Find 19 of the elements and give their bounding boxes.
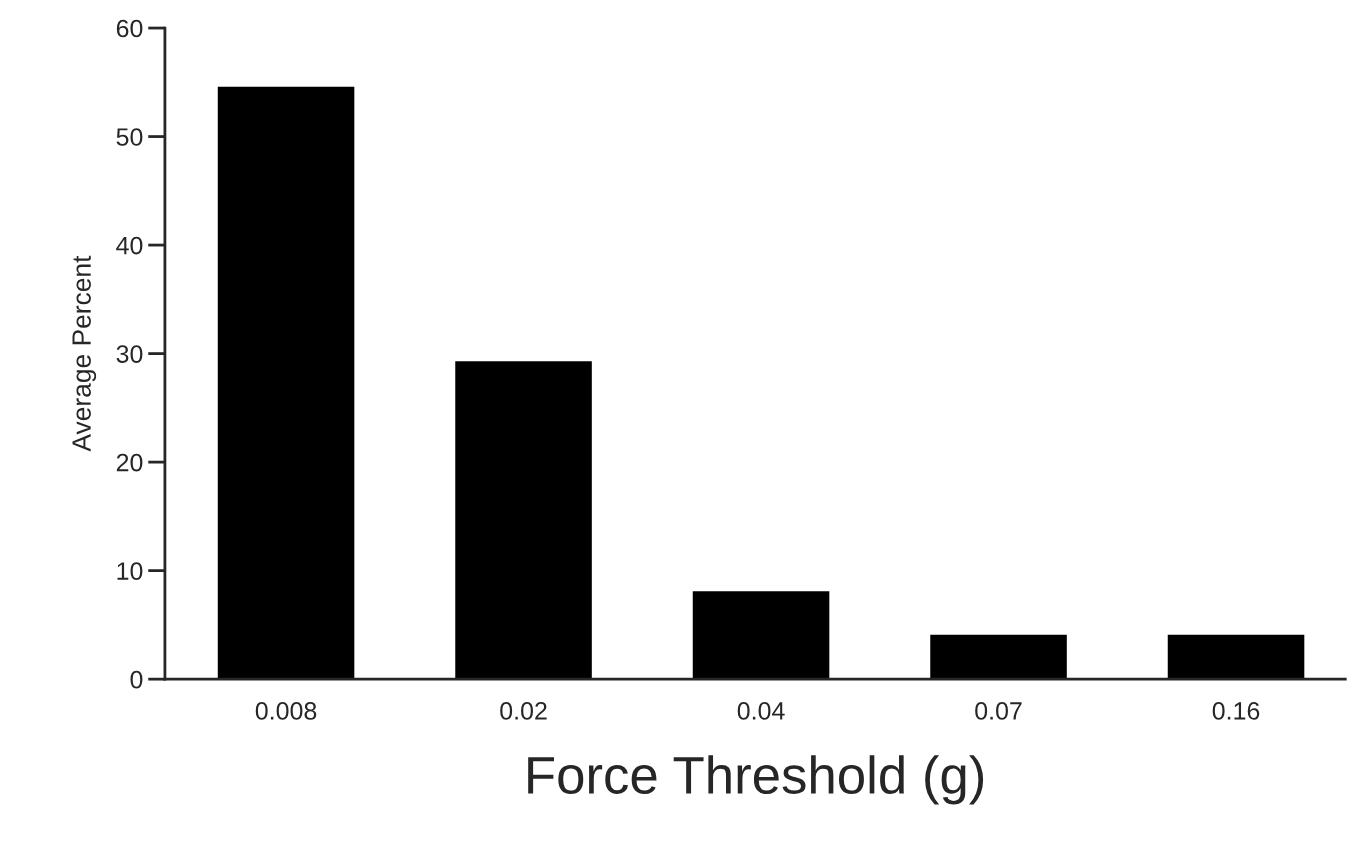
x-tick-label: 0.07 [975,702,1022,720]
y-tick-label: 30 [116,345,143,363]
y-tick-label: 0 [130,670,143,689]
bar [217,86,355,680]
x-axis-title: Force Threshold (g) [528,755,984,805]
bar [1167,634,1305,680]
x-tick-label: 0.16 [1212,702,1260,720]
x-tick-label: 0.02 [500,702,547,720]
x-tick-label: 0.008 [255,702,317,720]
bar [930,634,1067,680]
bar [455,361,592,680]
bar [692,591,830,680]
x-tick-label: 0.04 [737,702,785,720]
y-tick-label: 40 [116,236,143,255]
y-tick-label: 10 [117,562,143,580]
y-axis-title: Average Percent [72,255,97,452]
y-tick-label: 50 [116,128,143,146]
y-tick-label: 20 [116,453,143,472]
y-tick-label: 60 [116,19,143,38]
